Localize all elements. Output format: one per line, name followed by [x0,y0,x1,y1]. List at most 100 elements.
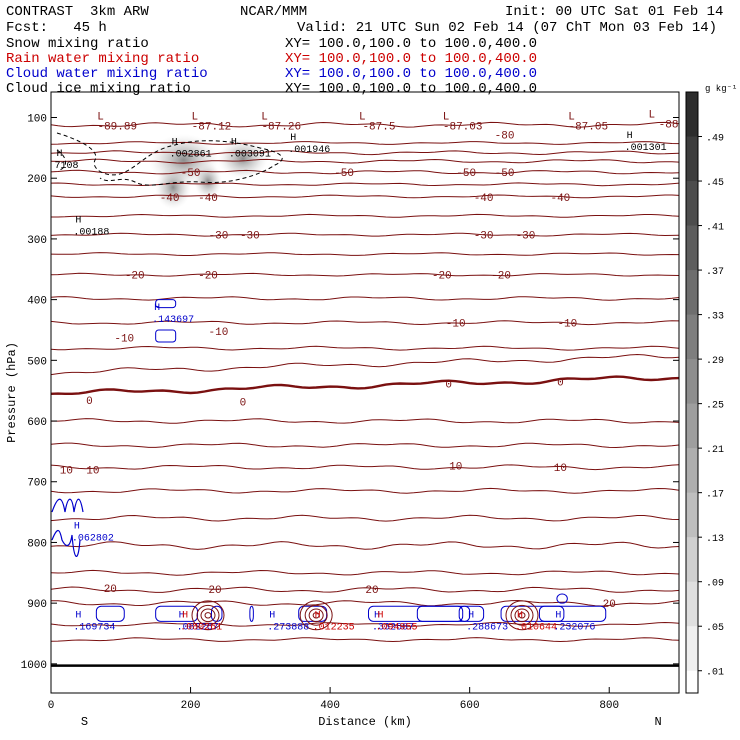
temperature-label: 10 [60,466,73,478]
y-tick-label: 100 [27,113,47,125]
cloud-water-contour [155,605,199,622]
temperature-label: -10 [446,319,466,331]
cloud-water-contour [298,605,328,622]
maximum-value-label: .143697 [152,315,194,326]
snow-contour-dashed [56,132,283,186]
temperature-contour-line [51,514,679,522]
y-tick-label: 900 [27,599,47,611]
y-axis-title: Pressure (hPa) [5,342,19,443]
rain-contour-2 [204,612,212,619]
colorbar-segment [686,537,698,583]
temperature-contour-line [51,637,679,643]
temperature-label: 20 [104,584,117,596]
colorbar-segment [686,92,698,138]
temperature-contour-line [51,194,679,199]
temperature-label: -10 [209,327,229,339]
temperature-contour-line [51,464,679,471]
colorbar-label: .05 [706,623,724,634]
maximum-value-label: .00188 [73,227,109,238]
cloud-water-contour-left [51,498,84,513]
colorbar-segment [686,181,698,227]
temperature-label: -30 [209,231,229,243]
field-xy-cloud-ice: XY= 100.0,100.0 to 100.0,400.0 [285,81,538,97]
low-marker: L [261,111,268,123]
y-tick-label: 600 [27,417,47,429]
field-name-cloud-water: Cloud water mixing ratio [6,66,208,82]
high-marker: H [517,611,523,622]
y-tick-label: 300 [27,235,47,247]
maximum-value-label: .001946 [288,145,330,156]
temperature-contour-line [51,541,679,550]
temperature-label: -10 [557,319,577,331]
forecast-hour: Fcst: 45 h [6,20,107,36]
maximum-value-label: .332687 [372,623,414,634]
colorbar: .49 .45 .41 .37 .33 .29 .25 .21 .17 .13 .09 .05 .01 [685,91,724,716]
high-marker: H [182,611,188,622]
temperature-contour-line [51,121,679,128]
south-end-label: S [81,715,88,729]
colorbar-segment [686,225,698,271]
snow-contour-dashed-left [56,149,67,171]
temperature-contour-line [51,182,679,187]
colorbar-segment [686,359,698,405]
temperature-contour-line [51,442,679,449]
field-name-snow: Snow mixing ratio [6,36,149,52]
rain-contour-0 [308,608,324,623]
high-marker: H [75,215,81,226]
temperature-label: -87.03 [443,121,483,133]
cloud-water-contour [538,605,565,622]
colorbar-label: .45 [706,178,724,189]
temperature-label: -40 [160,193,180,205]
temperature-label: 0 [240,398,247,410]
temperature-contour-line [51,158,679,164]
temperature-contour-line [51,252,679,256]
high-marker: H [172,138,178,149]
temperature-label: -20 [125,271,145,283]
temperature-contour-line [51,353,679,376]
temperature-label: -87.12 [192,121,232,133]
colorbar-segment [686,448,698,494]
low-marker: L [649,110,656,122]
temperature-contour-line [51,487,679,494]
temperature-contour-line [51,141,679,145]
maximum-value-label: .169734 [73,623,115,634]
y-tick-label: 1000 [21,660,47,672]
temperature-contour-line [51,169,679,175]
temperature-label: -50 [495,168,515,180]
colorbar-segment [686,314,698,360]
colorbar-label: .33 [706,312,724,323]
temperature-label: 20 [603,599,616,611]
x-tick-label: 0 [48,700,55,712]
field-name-rain: Rain water mixing ratio [6,51,200,67]
rain-contour-0 [304,604,328,626]
rain-contour-0 [299,600,333,631]
temperature-label: -40 [198,193,218,205]
temperature-contour-line [51,232,679,237]
temperature-label: -20 [198,271,218,283]
high-marker: H [627,131,633,142]
snow-shading-2 [155,165,192,210]
rain-contour-1 [510,604,534,626]
temperature-label: -10 [114,333,134,345]
colorbar-label: .01 [706,668,724,679]
colorbar-segment [686,136,698,182]
valid-time: Valid: 21 UTC Sun 02 Feb 14 (07 ChT Mon … [297,20,718,36]
rain-contour-1 [505,600,539,631]
maximum-value-label: .012235 [313,623,355,634]
snow-shading-1 [217,138,268,179]
rain-contour-2 [196,604,220,626]
y-tick-label: 400 [27,296,47,308]
temperature-contour-line [51,418,679,424]
rain-contour-2 [200,608,216,623]
colorbar-segment [686,403,698,449]
maximum-value-label: .002861 [170,150,212,161]
high-marker: H [231,138,237,149]
maximum-value-label: .288673 [466,623,508,634]
rain-contour-1 [518,612,526,619]
colorbar-label: .41 [706,223,724,234]
y-tick-label: 200 [27,174,47,186]
temperature-label: -80 [495,130,515,142]
colorbar-unit: g kg⁻¹ [705,84,738,94]
